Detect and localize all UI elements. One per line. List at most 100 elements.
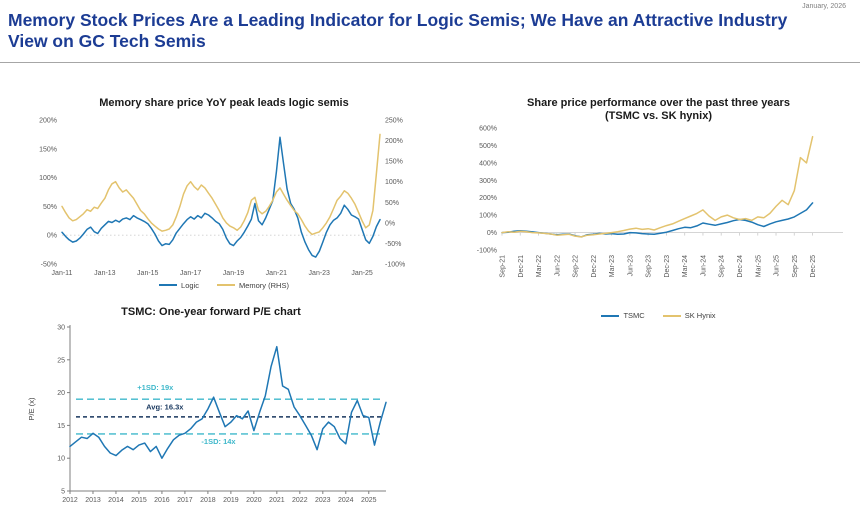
legend-item-logic: Logic: [159, 281, 199, 290]
svg-text:-50%: -50%: [41, 261, 57, 268]
svg-text:0%: 0%: [385, 220, 395, 227]
svg-text:0%: 0%: [487, 230, 497, 237]
svg-text:2019: 2019: [223, 497, 239, 504]
svg-text:50%: 50%: [43, 204, 57, 211]
svg-text:100%: 100%: [385, 179, 403, 186]
legend-label-tsmc: TSMC: [623, 311, 645, 321]
svg-text:2017: 2017: [177, 497, 193, 504]
svg-text:Jan-19: Jan-19: [223, 270, 245, 277]
tsmc-line-swatch: [601, 314, 620, 317]
svg-text:Jun-24: Jun-24: [700, 255, 707, 277]
svg-text:-1SD: 14x: -1SD: 14x: [201, 436, 236, 445]
svg-text:Jun-23: Jun-23: [627, 255, 634, 277]
page-title: Memory Stock Prices Are a Leading Indica…: [8, 10, 788, 52]
svg-text:Sep-24: Sep-24: [719, 255, 726, 278]
svg-text:Mar-25: Mar-25: [755, 255, 762, 277]
svg-text:2016: 2016: [154, 497, 170, 504]
svg-text:100%: 100%: [479, 213, 497, 220]
svg-text:Jan-17: Jan-17: [180, 270, 202, 277]
svg-text:600%: 600%: [479, 126, 497, 133]
svg-text:Avg: 16.3x: Avg: 16.3x: [146, 402, 184, 411]
svg-text:-100%: -100%: [385, 261, 405, 268]
svg-text:Sep-22: Sep-22: [573, 255, 580, 278]
svg-text:2021: 2021: [269, 497, 285, 504]
svg-text:Mar-24: Mar-24: [682, 255, 689, 277]
skhynix-line-swatch: [662, 314, 681, 317]
tsmc-hynix-chart: 600% 500% 400% 300% 200% 100% 0% -100%Sep-21 Dec…: [477, 126, 843, 278]
svg-text:2025: 2025: [361, 497, 377, 504]
svg-text:Jan-15: Jan-15: [137, 270, 159, 277]
svg-text:2015: 2015: [131, 497, 147, 504]
legend-label-memory: Memory (RHS): [238, 280, 289, 290]
svg-text:Sep-25: Sep-25: [792, 255, 799, 278]
svg-text:200%: 200%: [479, 195, 497, 202]
chart-tsmc-hynix-legend: TSMC SK Hynix: [462, 311, 855, 320]
svg-text:300%: 300%: [479, 178, 497, 185]
svg-text:Jan-13: Jan-13: [94, 270, 116, 277]
svg-text:Dec-21: Dec-21: [518, 255, 525, 278]
legend-item-memory: Memory (RHS): [216, 280, 289, 290]
chart-tsmc-pe-block: TSMC: One-year forward P/E chart 30 25 20 1…: [22, 306, 400, 511]
svg-text:Dec-22: Dec-22: [591, 255, 598, 278]
svg-text:Dec-25: Dec-25: [810, 255, 817, 278]
svg-text:150%: 150%: [39, 146, 57, 153]
svg-text:30: 30: [57, 324, 65, 331]
svg-text:250%: 250%: [385, 117, 403, 124]
svg-text:Mar-22: Mar-22: [536, 255, 543, 277]
svg-text:2023: 2023: [315, 497, 331, 504]
svg-text:2020: 2020: [246, 497, 262, 504]
chart-tsmc-pe-title: TSMC: One-year forward P/E chart: [121, 306, 301, 318]
svg-text:2012: 2012: [62, 497, 78, 504]
date-label: January, 2026: [802, 3, 846, 10]
svg-text:2024: 2024: [338, 497, 354, 504]
svg-text:400%: 400%: [479, 161, 497, 168]
svg-text:Sep-23: Sep-23: [646, 255, 653, 278]
legend-item-tsmc: TSMC: [601, 311, 645, 321]
svg-text:200%: 200%: [385, 138, 403, 145]
svg-text:-100%: -100%: [477, 248, 497, 255]
chart-memory-logic-block: Memory share price YoY peak leads logic …: [24, 97, 424, 290]
logic-line-swatch: [159, 284, 178, 287]
svg-text:Jun-22: Jun-22: [554, 255, 561, 277]
svg-text:P/E (x): P/E (x): [27, 397, 36, 420]
svg-text:2013: 2013: [85, 497, 101, 504]
memory-logic-chart: 200% 150% 100% 50% 0% -50% 250% 200% 150% 100% 50%…: [39, 117, 405, 277]
svg-text:Jan-23: Jan-23: [309, 270, 331, 277]
legend-label-logic: Logic: [181, 280, 199, 290]
svg-text:Mar-23: Mar-23: [609, 255, 616, 277]
svg-text:25: 25: [57, 357, 65, 364]
svg-text:2018: 2018: [200, 497, 216, 504]
svg-text:Jan-21: Jan-21: [266, 270, 288, 277]
svg-text:Jan-11: Jan-11: [52, 270, 73, 277]
svg-text:20: 20: [57, 390, 65, 397]
title-divider: [0, 62, 860, 63]
svg-text:0%: 0%: [47, 232, 57, 239]
svg-text:Sep-21: Sep-21: [500, 255, 507, 278]
svg-text:2014: 2014: [108, 497, 124, 504]
svg-text:Jun-25: Jun-25: [774, 255, 781, 277]
svg-text:15: 15: [57, 423, 65, 430]
svg-text:5: 5: [61, 488, 65, 495]
legend-item-skhynix: SK Hynix: [662, 311, 716, 321]
svg-text:10: 10: [57, 455, 65, 462]
chart-tsmc-hynix-title-line2: (TSMC vs. SK hynix): [605, 109, 712, 122]
svg-text:Dec-23: Dec-23: [664, 255, 671, 278]
svg-text:50%: 50%: [385, 199, 399, 206]
svg-text:200%: 200%: [39, 117, 57, 124]
legend-label-skhynix: SK Hynix: [684, 311, 716, 321]
svg-text:+1SD: 19x: +1SD: 19x: [137, 383, 174, 392]
chart-tsmc-hynix-title-line1: Share price performance over the past th…: [527, 97, 790, 109]
svg-text:2022: 2022: [292, 497, 308, 504]
svg-text:-50%: -50%: [385, 241, 401, 248]
chart-tsmc-hynix-block: Share price performance over the past th…: [462, 97, 855, 320]
svg-text:100%: 100%: [39, 175, 57, 182]
chart-memory-logic-title: Memory share price YoY peak leads logic …: [99, 97, 349, 109]
memory-line-swatch: [216, 284, 235, 287]
svg-text:Jan-25: Jan-25: [351, 270, 373, 277]
svg-text:150%: 150%: [385, 158, 403, 165]
svg-text:500%: 500%: [479, 143, 497, 150]
svg-text:Dec-24: Dec-24: [737, 255, 744, 278]
chart-memory-logic-legend: Logic Memory (RHS): [24, 281, 424, 290]
